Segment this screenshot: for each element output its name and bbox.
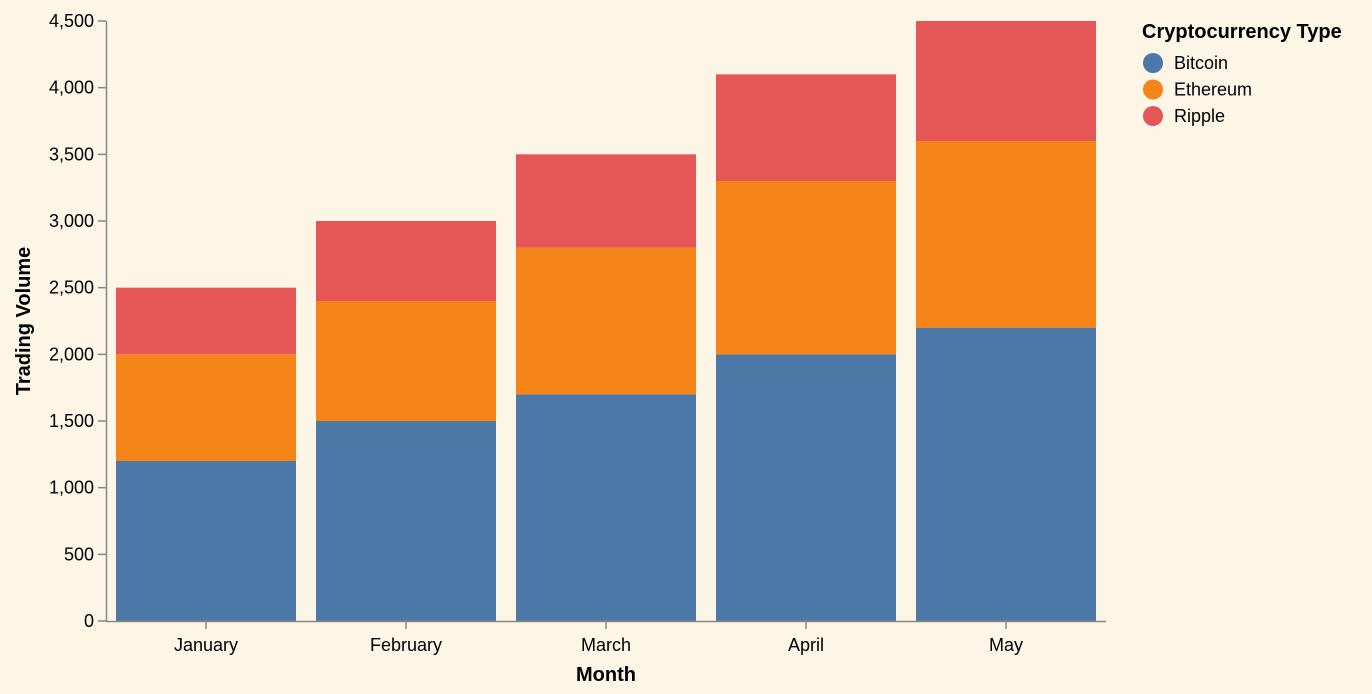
legend-label-ethereum: Ethereum: [1174, 80, 1252, 100]
x-tick-label: May: [989, 635, 1023, 655]
legend-swatch-ethereum: [1143, 79, 1163, 100]
y-tick-label: 3,500: [49, 144, 94, 164]
bar-ripple-march[interactable]: [516, 154, 696, 248]
bar-bitcoin-may[interactable]: [916, 327, 1096, 621]
y-tick-label: 1,500: [49, 411, 94, 431]
bar-bitcoin-march[interactable]: [516, 394, 696, 621]
legend-items: Bitcoin Ethereum Ripple: [1143, 53, 1252, 126]
x-tick-label: February: [370, 635, 442, 655]
bar-ripple-january[interactable]: [116, 287, 296, 355]
x-axis-title: Month: [576, 664, 636, 686]
y-tick-label: 4,000: [49, 78, 94, 98]
legend-label-ripple: Ripple: [1174, 106, 1225, 126]
y-axis-title: Trading Volume: [13, 247, 35, 396]
bar-ethereum-january[interactable]: [116, 354, 296, 461]
y-tick-label: 500: [64, 544, 94, 564]
legend-label-bitcoin: Bitcoin: [1174, 53, 1228, 73]
bar-ethereum-april[interactable]: [716, 181, 896, 355]
y-tick-label: 3,000: [49, 211, 94, 231]
bar-ripple-may[interactable]: [916, 21, 1096, 141]
x-axis: January February March April May: [106, 620, 1106, 655]
bar-ripple-april[interactable]: [716, 74, 896, 181]
bars-layer: [116, 21, 1096, 621]
x-tick-label: April: [788, 635, 824, 655]
x-tick-label: March: [581, 635, 631, 655]
bar-ethereum-march[interactable]: [516, 247, 696, 395]
y-tick-label: 2,500: [49, 278, 94, 298]
y-tick-label: 4,500: [49, 11, 94, 31]
x-tick-label: January: [174, 635, 238, 655]
bar-ethereum-may[interactable]: [916, 141, 1096, 328]
bar-bitcoin-february[interactable]: [316, 421, 496, 621]
bar-ethereum-february[interactable]: [316, 301, 496, 421]
bar-bitcoin-april[interactable]: [716, 354, 896, 621]
bar-bitcoin-january[interactable]: [116, 461, 296, 621]
y-tick-label: 1,000: [49, 478, 94, 498]
legend-swatch-ripple: [1143, 106, 1163, 126]
y-axis: 0 500 1,000 1,500 2,000 2,500 3,000 3,500 4,000 4…: [49, 11, 108, 631]
legend-title: Cryptocurrency Type: [1142, 21, 1342, 43]
bar-ripple-february[interactable]: [316, 221, 496, 301]
y-tick-label: 2,000: [49, 344, 94, 364]
legend-swatch-bitcoin: [1143, 53, 1163, 73]
legend: Cryptocurrency Type Bitcoin Ethereum Rippl…: [1142, 21, 1342, 126]
y-tick-label: 0: [84, 611, 94, 631]
